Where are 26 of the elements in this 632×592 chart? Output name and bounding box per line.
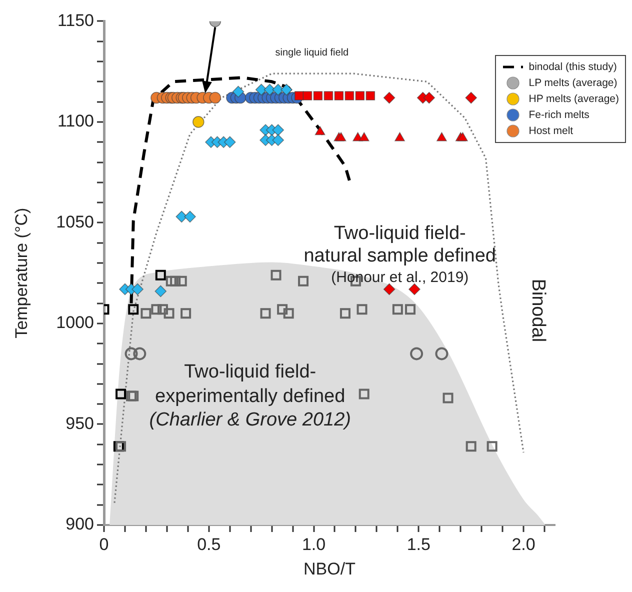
y-tick-label: 950 (66, 414, 94, 433)
annotation: Binodal (528, 278, 549, 342)
y-tick-label: 1150 (57, 10, 94, 30)
annotation: Two-liquid field- (334, 223, 466, 244)
legend-label: binodal (this study) (528, 61, 617, 73)
annotation: Two-liquid field- (184, 362, 316, 383)
x-tick-label: 1.5 (406, 534, 430, 554)
y-tick-label: 900 (66, 514, 94, 534)
legend-label: HP melts (average) (528, 93, 619, 105)
annotation: (Charlier & Grove 2012) (149, 409, 351, 430)
annotation: natural sample defined (304, 246, 496, 267)
y-axis-title: Temperature (°C) (12, 208, 31, 338)
x-tick-label: 0.5 (197, 534, 221, 554)
y-tick-label: 1100 (57, 112, 94, 131)
annotation: single liquid field (275, 48, 349, 59)
annotation: experimentally defined (155, 386, 346, 407)
legend-label: Fe-rich melts (528, 109, 590, 121)
x-tick-label: 0 (99, 534, 109, 554)
legend-label: Host melt (528, 125, 574, 137)
annotation: (Honour et al., 2019) (331, 268, 469, 286)
x-axis-title: NBO/T (304, 559, 356, 578)
x-tick-label: 2.0 (512, 534, 536, 554)
x-tick-label: 1.0 (302, 534, 326, 554)
legend-label: LP melts (average) (528, 77, 618, 89)
y-tick-label: 1050 (56, 212, 94, 232)
y-tick-label: 1000 (56, 313, 94, 332)
